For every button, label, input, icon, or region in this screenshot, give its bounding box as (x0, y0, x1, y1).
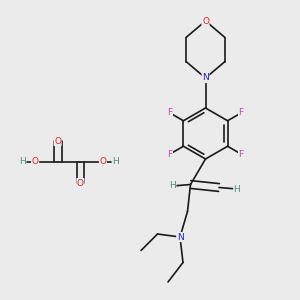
Text: O: O (54, 136, 61, 146)
Text: H: H (19, 158, 26, 166)
Text: O: O (202, 16, 209, 26)
Text: F: F (167, 149, 172, 158)
Text: N: N (177, 232, 183, 242)
Text: F: F (167, 108, 172, 117)
Text: H: H (112, 158, 119, 166)
Text: F: F (238, 149, 244, 158)
Text: O: O (99, 158, 106, 166)
Text: H: H (234, 184, 240, 194)
Text: O: O (77, 178, 84, 188)
Text: F: F (238, 108, 244, 117)
Text: H: H (169, 182, 176, 190)
Text: N: N (202, 74, 209, 82)
Text: O: O (32, 158, 39, 166)
